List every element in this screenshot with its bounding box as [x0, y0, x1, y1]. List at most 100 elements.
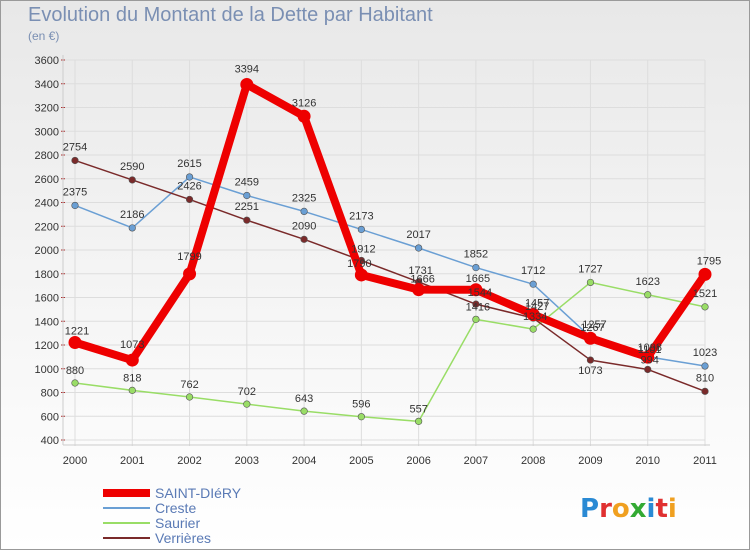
y-tick-label: 1600: [35, 293, 59, 305]
series-group: [68, 77, 712, 425]
data-point: [185, 173, 194, 181]
y-tick-label: 2400: [35, 198, 59, 210]
y-tick-label: 2800: [35, 150, 59, 162]
logo-text: Proxiti: [580, 494, 677, 524]
data-label: 2173: [349, 210, 373, 222]
data-point: [240, 77, 254, 91]
data-label: 1221: [65, 326, 89, 338]
data-point: [125, 353, 139, 367]
data-point: [641, 350, 655, 364]
data-point: [185, 195, 194, 204]
data-point: [300, 207, 308, 216]
data-label: 762: [180, 379, 198, 391]
data-label: 2375: [63, 186, 87, 198]
data-point: [300, 407, 308, 415]
data-label: 557: [409, 403, 427, 415]
data-point: [529, 280, 537, 288]
data-point: [701, 362, 709, 370]
data-point: [701, 303, 709, 311]
legend-label: Verrières: [155, 530, 211, 546]
x-tick-label: 2007: [464, 455, 488, 467]
data-label: 1852: [464, 249, 488, 261]
data-label: 1623: [635, 276, 659, 288]
axes: 400 600 800 1000 1200 1400 1600 1800 2000 2200 240…: [35, 55, 717, 467]
data-point: [472, 315, 480, 323]
y-tick-label: 1400: [35, 316, 59, 328]
legend-label: Creste: [155, 500, 196, 516]
y-tick-label: 1800: [35, 269, 59, 281]
data-point: [128, 176, 136, 184]
data-point: [300, 235, 308, 243]
y-tick-label: 1200: [35, 340, 59, 352]
data-point: [71, 379, 79, 387]
y-tick-label: 3400: [35, 79, 59, 91]
x-tick-label: 2008: [521, 455, 545, 467]
data-label: 702: [238, 386, 256, 398]
data-label: 1665: [466, 273, 490, 285]
data-label: 1912: [351, 243, 375, 255]
data-point: [128, 386, 136, 394]
data-label: 3394: [235, 63, 259, 75]
x-tick-label: 2004: [292, 455, 316, 467]
data-point: [529, 325, 537, 333]
y-tick-label: 2200: [35, 221, 59, 233]
y-tick-label: 1000: [35, 364, 59, 376]
data-point: [586, 356, 595, 364]
data-label: 1257: [582, 319, 606, 331]
data-label: 2590: [120, 161, 144, 173]
data-point: [183, 267, 197, 281]
data-label: 1727: [578, 263, 602, 275]
data-label: 2459: [235, 176, 259, 188]
data-point: [472, 300, 480, 308]
data-label: 2426: [177, 180, 201, 192]
data-point: [469, 283, 483, 297]
data-point: [526, 307, 540, 321]
data-label: 994: [641, 354, 659, 366]
data-label: 2186: [120, 209, 144, 221]
data-label: 2017: [406, 229, 430, 241]
x-tick-label: 2003: [235, 455, 259, 467]
data-point: [701, 387, 709, 395]
data-label: 1334: [523, 311, 547, 323]
data-point: [71, 156, 79, 165]
data-label: 1023: [693, 347, 717, 359]
series-line-saurier: [74, 281, 706, 423]
series-line-verri-res: [74, 159, 706, 393]
y-tick-label: 400: [41, 435, 59, 447]
y-tick-label: 2600: [35, 174, 59, 186]
data-point: [243, 400, 251, 408]
data-point: [185, 393, 194, 401]
grid: [63, 59, 706, 446]
data-point: [297, 109, 311, 123]
data-label: 1267: [580, 322, 604, 334]
data-point: [644, 291, 652, 299]
legend-label: Saurier: [155, 515, 200, 531]
chart-title: Evolution du Montant de la Dette par Hab…: [28, 4, 433, 26]
data-label: 2325: [292, 192, 316, 204]
data-point: [644, 365, 652, 374]
legend-label: SAINT-DIéRY: [155, 485, 242, 501]
data-point: [354, 268, 368, 282]
data-point: [243, 191, 251, 200]
data-label: 1521: [693, 288, 717, 300]
data-label: 643: [295, 393, 313, 405]
y-tick-label: 800: [41, 388, 59, 400]
x-tick-label: 2005: [349, 455, 373, 467]
data-label: 2754: [63, 141, 87, 153]
data-point: [586, 278, 595, 287]
data-point: [472, 263, 480, 272]
x-tick-label: 2009: [578, 455, 602, 467]
y-tick-label: 3600: [35, 55, 59, 67]
data-label: 1544: [468, 287, 492, 299]
data-label: 1098: [637, 342, 661, 354]
data-label: 2615: [177, 158, 201, 170]
data-point: [243, 216, 251, 224]
data-point: [583, 331, 597, 345]
data-label: 1790: [347, 258, 371, 270]
proxiti-logo: Proxiti: [580, 494, 677, 524]
x-tick-label: 2011: [693, 455, 717, 467]
data-label: 3126: [292, 97, 316, 109]
data-point: [415, 244, 423, 252]
